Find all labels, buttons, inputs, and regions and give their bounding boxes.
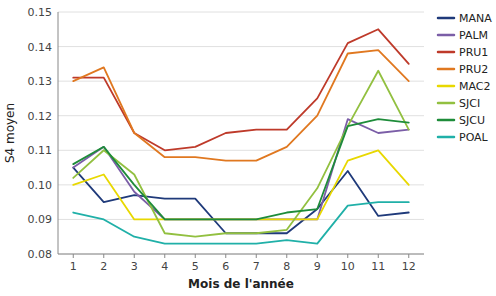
legend-swatch [438,102,454,105]
x-tick-label: 1 [70,260,77,273]
x-tick [286,254,287,258]
y-axis: 0.08 0.09 0.10 0.11 0.12 0.13 0.14 0.15 [28,6,425,261]
legend-swatch [438,34,454,37]
x-tick-label: 10 [341,260,355,273]
x-tick [103,254,104,258]
x-tick [195,254,196,258]
x-tick [378,254,379,258]
y-tick-label: 0.13 [28,75,53,88]
y-tick-label: 0.11 [28,144,53,157]
x-tick [347,254,348,258]
y-axis-title: S4 moyen [3,103,17,163]
legend-swatch [438,136,454,139]
x-tick-label: 9 [314,260,321,273]
x-tick [408,254,409,258]
x-axis-title: Mois de l'année [188,277,294,291]
x-tick-label: 3 [131,260,138,273]
x-tick-label: 6 [222,260,229,273]
series-line [73,71,409,237]
legend-swatch [438,85,454,88]
legend-label: POAL [459,131,489,144]
legend-swatch [438,17,454,20]
legend-label: MANA [459,12,492,25]
x-tick-label: 4 [161,260,168,273]
legend: MANA PALM PRU1 PRU2 MAC2 SJCI SJCU POAL [438,12,492,144]
grid-line [58,12,424,13]
chart: 0.080.090.100.110.120.130.140.1512345678… [0,0,496,296]
grid-line [58,184,424,185]
y-tick-label: 0.10 [28,179,53,192]
y-tick-label: 0.15 [28,6,53,19]
series-line [73,150,409,219]
y-tick-label: 0.09 [28,213,53,226]
plot-area [73,29,409,243]
y-tick-label: 0.14 [28,41,53,54]
x-tick-label: 5 [192,260,199,273]
series-line [73,29,409,150]
legend-label: PRU2 [459,63,488,76]
legend-swatch [438,68,454,71]
x-tick [256,254,257,258]
grid-line [58,46,424,47]
x-tick-label: 7 [253,260,260,273]
y-axis-line [58,12,59,254]
grid-line [58,150,424,151]
legend-swatch [438,51,454,54]
x-tick [73,254,74,258]
grid-line [58,254,424,255]
chart-container: 0.080.090.100.110.120.130.140.1512345678… [0,0,496,296]
x-axis: 123456789101112 [58,254,424,273]
x-tick-label: 11 [371,260,385,273]
x-tick [164,254,165,258]
legend-label: MAC2 [459,80,491,93]
legend-label: SJCI [459,97,480,110]
y-tick-label: 0.08 [28,248,53,261]
legend-label: SJCU [459,114,485,127]
legend-label: PALM [459,29,488,42]
x-tick-label: 8 [283,260,290,273]
legend-swatch [438,119,454,122]
x-axis-line [58,254,424,255]
legend-label: PRU1 [459,46,488,59]
x-tick [134,254,135,258]
x-tick [317,254,318,258]
y-tick-label: 0.12 [28,110,53,123]
grid-line [58,81,424,82]
series-line [73,202,409,243]
grid-line [58,115,424,116]
x-tick-label: 2 [100,260,107,273]
x-tick-label: 12 [402,260,416,273]
x-tick [225,254,226,258]
